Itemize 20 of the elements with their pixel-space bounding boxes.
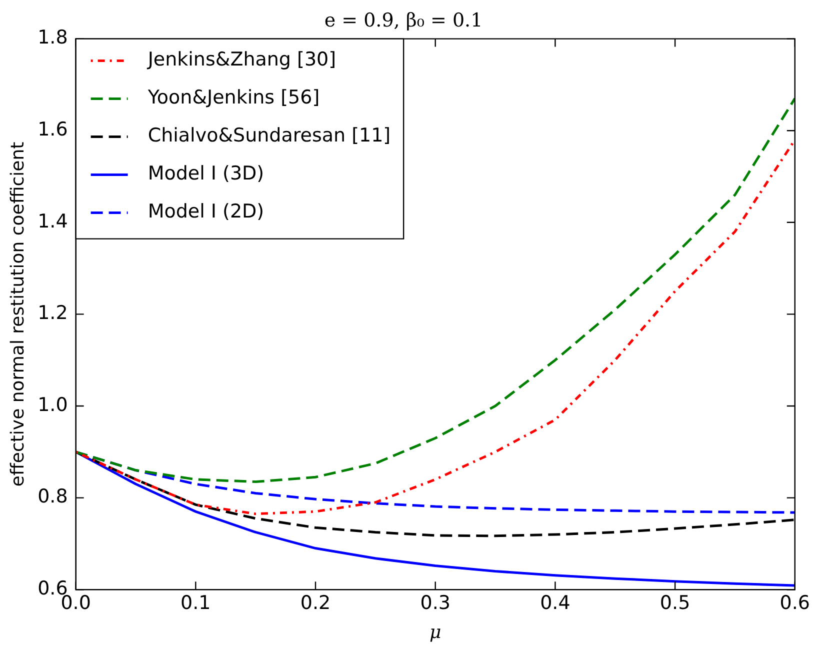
x-tick-label: 0.4 — [540, 592, 570, 614]
y-tick-label: 1.4 — [38, 210, 68, 232]
legend-label: Chialvo&Sundaresan [11] — [148, 124, 391, 147]
x-tick-label: 0.3 — [420, 592, 450, 614]
x-tick-label: 0.2 — [300, 592, 331, 614]
y-tick-label: 1.0 — [38, 394, 68, 416]
y-tick-label: 0.8 — [38, 486, 68, 508]
legend-label: Yoon&Jenkins [56] — [146, 86, 320, 109]
x-tick-label: 0.1 — [180, 592, 211, 614]
y-tick-label: 1.6 — [38, 118, 68, 141]
legend-label: Jenkins&Zhang [30] — [146, 48, 336, 71]
y-axis-title: effective normal restitution coefficient — [7, 142, 28, 487]
legend-label: Model I (2D) — [148, 200, 264, 223]
x-tick-label: 0.6 — [780, 592, 810, 614]
legend-label: Model I (3D) — [148, 162, 264, 185]
y-tick-label: 1.8 — [38, 26, 68, 49]
chart-title: e = 0.9, β₀ = 0.1 — [324, 9, 483, 32]
x-tick-label: 0.5 — [660, 592, 690, 614]
y-tick-label: 1.2 — [38, 302, 68, 324]
x-axis-title: μ — [430, 622, 442, 643]
